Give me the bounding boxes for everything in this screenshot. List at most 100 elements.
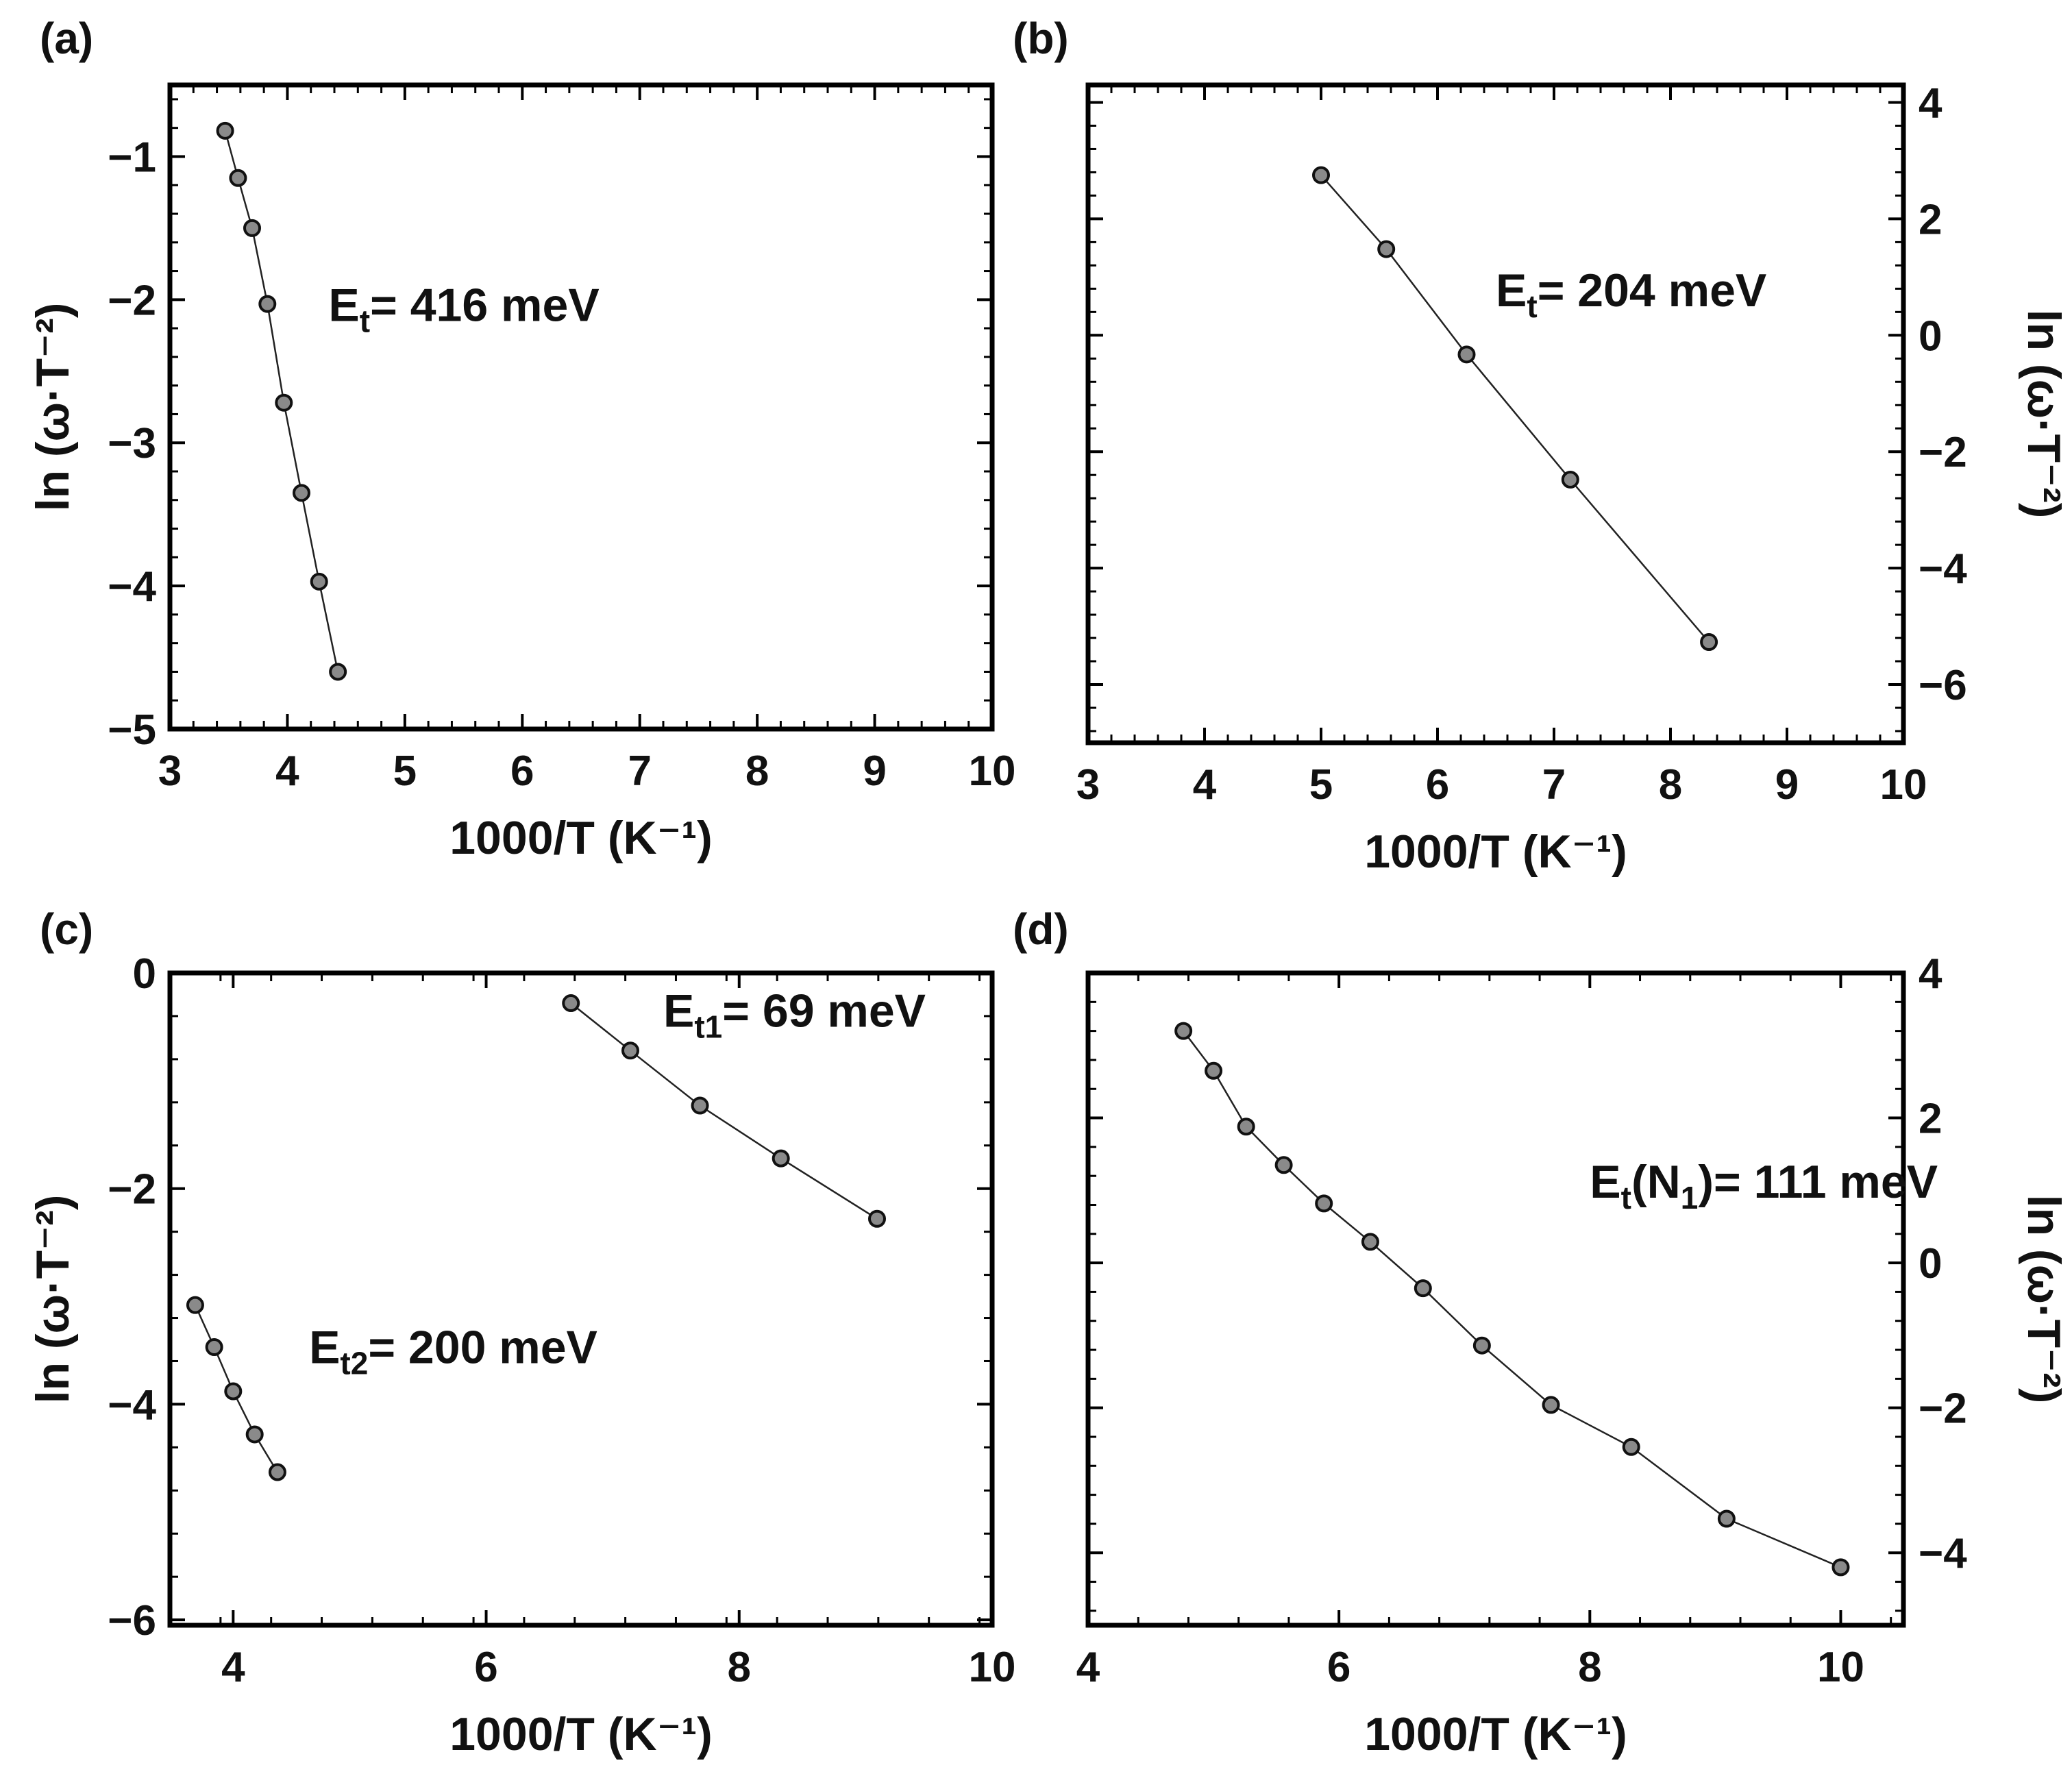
panel-label-b: (b) [1013,14,1069,63]
data-point [1622,1438,1640,1456]
plot-frame-c [167,970,995,1628]
x-tick-label: 10 [969,748,1016,795]
y-tick-label: −4 [108,563,156,610]
y-tick-label: 2 [1919,1096,1942,1143]
y-tick-label: 0 [1919,1240,1942,1287]
x-tick-label: 9 [863,748,886,795]
data-point [268,1463,286,1481]
data-point [1237,1118,1255,1136]
y-tick-label: −3 [108,420,156,467]
x-tick-label: 3 [158,748,182,795]
plot-frame-d [1085,970,1906,1628]
y-axis-label: ln (ω·T⁻²) [2018,310,2070,519]
panel-d: (d) 4 6 8 10 −4 −2 0 2 4 1000/T (K⁻¹) ln (ω·T⁻²) Et… [1013,904,2070,1760]
data-point [258,295,277,313]
x-axis-label: 1000/T (K⁻¹) [1364,1708,1627,1760]
data-point [1312,166,1330,184]
data-point [868,1209,886,1228]
y-tick-label: 0 [1919,312,1942,360]
y-tick-label: −5 [108,706,156,754]
panel-label-c: (c) [40,904,93,954]
panel-a: (a) 3 4 5 6 7 8 9 10 −5 −4 −3 −2 −1 1000/T (K⁻¹) ln (ω… [27,14,1015,864]
data-point [1274,1156,1293,1174]
x-tick-label: 10 [1880,761,1927,809]
data-point [293,484,310,502]
data-point [224,1382,243,1401]
panel-label-d: (d) [1013,904,1069,954]
y-tick-label: −6 [1919,662,1967,709]
data-point [205,1338,223,1357]
y-axis-label: ln (ω·T⁻²) [27,303,79,512]
x-axis-label: 1000/T (K⁻¹) [449,1708,713,1760]
x-tick-label: 4 [1193,761,1217,809]
data-point [1717,1509,1736,1528]
x-tick-label: 6 [1327,1644,1350,1691]
y-axis-label: ln (ω·T⁻²) [2018,1195,2070,1404]
x-tick-label: 5 [393,748,417,795]
data-point [310,572,328,591]
y-tick-label: −4 [1919,1530,1967,1577]
energy-annotation: Et1= 69 meV [663,985,926,1045]
y-tick-label: −4 [108,1381,156,1429]
data-point [1472,1336,1491,1355]
data-point [1315,1194,1333,1213]
data-point [772,1149,790,1168]
x-axis-label: 1000/T (K⁻¹) [449,812,713,864]
energy-annotation: Et= 204 meV [1496,264,1766,324]
data-point [329,663,347,681]
x-tick-label: 4 [1076,1644,1100,1691]
data-point [1700,633,1718,652]
x-axis-label: 1000/T (K⁻¹) [1364,826,1627,878]
data-point [1377,240,1396,258]
x-tick-label: 4 [221,1644,245,1691]
x-tick-label: 7 [1542,761,1566,809]
data-point [691,1096,709,1115]
data-point [216,121,234,140]
x-tick-label: 5 [1309,761,1333,809]
y-axis-label: ln (ω·T⁻²) [27,1195,79,1404]
x-tick-label: 3 [1076,761,1100,809]
data-point [1832,1558,1850,1577]
data-point [1414,1279,1432,1298]
y-tick-label: −2 [1919,1385,1967,1433]
y-tick-label: −1 [108,134,156,181]
data-point [1361,1233,1379,1251]
data-point [1174,1022,1193,1040]
y-tick-label: 2 [1919,196,1942,243]
energy-annotation: Et(N1)= 111 meV [1590,1156,1938,1216]
data-point [1561,471,1579,489]
data-point [1457,345,1476,364]
data-point [245,1425,264,1444]
x-tick-label: 6 [1426,761,1449,809]
series-line-data [1183,1030,1841,1568]
y-tick-label: −6 [108,1597,156,1644]
x-tick-label: 8 [745,748,769,795]
data-point [562,994,580,1013]
x-tick-label: 10 [969,1644,1016,1691]
y-tick-label: −2 [108,277,156,324]
y-tick-label: −4 [1919,545,1967,593]
y-tick-label: 0 [133,950,156,998]
data-point [186,1296,204,1314]
data-point [621,1041,639,1060]
x-tick-label: 8 [1578,1644,1601,1691]
energy-annotation: Et2= 200 meV [309,1322,597,1381]
x-tick-label: 9 [1775,761,1799,809]
plot-frame-b [1085,82,1906,745]
data-point [1205,1061,1223,1080]
y-tick-label: −2 [108,1166,156,1213]
x-tick-label: 4 [275,748,299,795]
plot-frame-a [167,82,995,732]
panel-c: (c) 4 6 8 10 −6 −4 −2 0 1000/T (K⁻¹) ln (ω·T⁻²) Et… [27,904,1015,1760]
panel-b: (b) 3 4 5 6 7 8 9 10 −6 −4 −2 0 2 4 1000/T (K⁻¹) ln (ω·… [1013,14,2070,878]
x-tick-label: 10 [1817,1644,1864,1691]
energy-annotation: Et= 416 meV [328,280,599,339]
data-point [229,169,247,187]
y-tick-label: 4 [1919,79,1943,127]
x-tick-label: 8 [728,1644,751,1691]
data-point [243,219,261,237]
data-point [1542,1396,1560,1414]
data-point [275,393,293,412]
y-tick-label: −2 [1919,429,1967,476]
